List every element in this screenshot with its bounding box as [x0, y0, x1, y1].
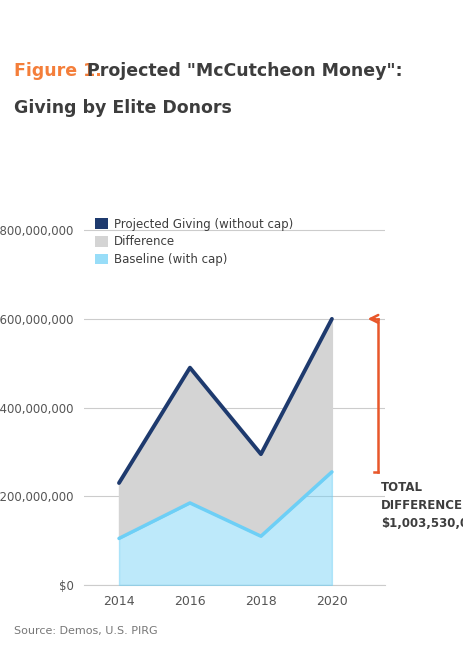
- Legend: Projected Giving (without cap), Difference, Baseline (with cap): Projected Giving (without cap), Differen…: [95, 218, 293, 266]
- Text: Figure 1.: Figure 1.: [14, 62, 101, 80]
- Text: Source: Demos, U.S. PIRG: Source: Demos, U.S. PIRG: [14, 626, 157, 636]
- Text: TOTAL
DIFFERENCE
$1,003,530,000: TOTAL DIFFERENCE $1,003,530,000: [380, 481, 463, 530]
- Text: Giving by Elite Donors: Giving by Elite Donors: [14, 99, 231, 118]
- Text: Projected "McCutcheon Money":: Projected "McCutcheon Money":: [81, 62, 402, 80]
